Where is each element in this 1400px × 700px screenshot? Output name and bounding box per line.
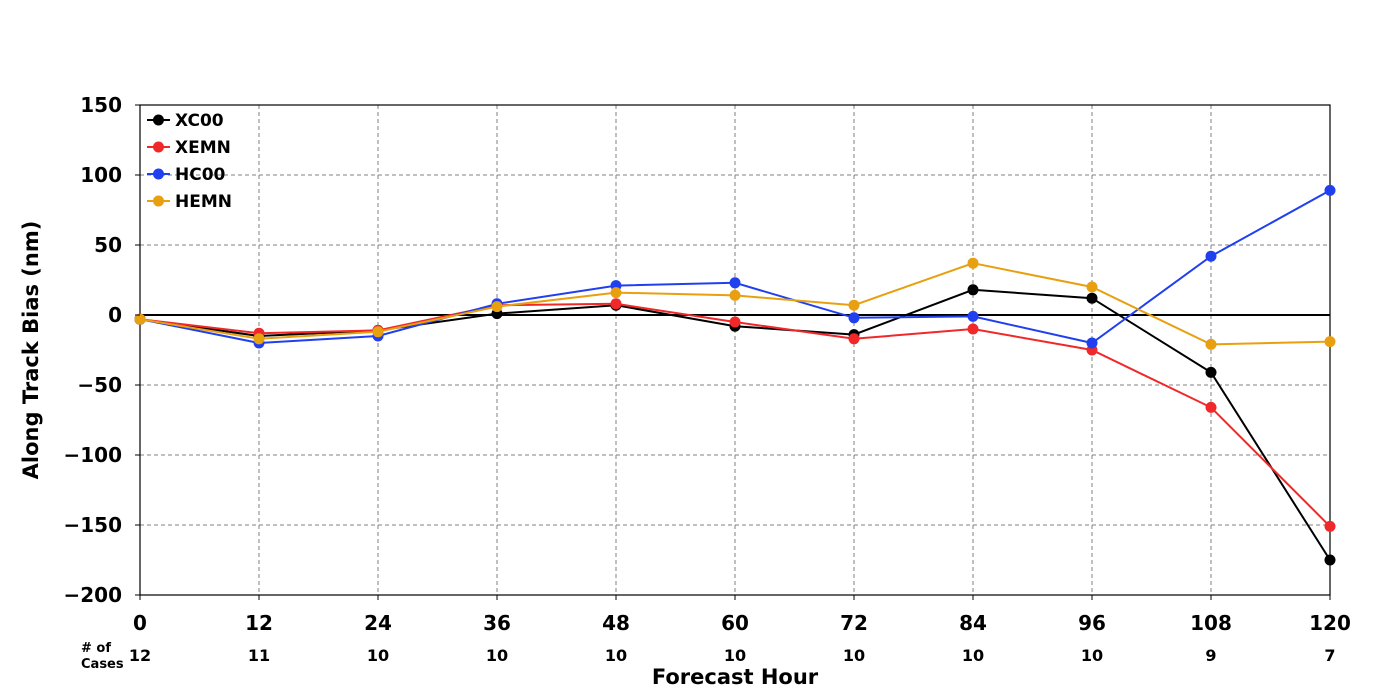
case-counts: 12 11 10 10 10 10 10 10 10 9 7: [129, 646, 1336, 665]
case-count: 10: [724, 646, 746, 665]
x-tick-label: 60: [721, 611, 749, 635]
cases-label-line1: # of: [81, 641, 111, 656]
legend-item-hemn: HEMN: [147, 192, 232, 212]
legend-marker: [153, 195, 164, 207]
data-point: [1205, 401, 1217, 413]
x-tick-label: 108: [1190, 611, 1232, 635]
legend-item-xemn: XEMN: [147, 138, 231, 158]
y-axis-title: Along Track Bias (nm): [19, 221, 43, 480]
x-axis-title: Forecast Hour: [652, 665, 819, 689]
data-point: [610, 298, 622, 310]
series-group: [134, 184, 1336, 566]
data-point: [1205, 338, 1217, 350]
x-tick-label: 72: [840, 611, 868, 635]
case-count: 10: [605, 646, 627, 665]
data-point: [1324, 184, 1336, 196]
data-point: [729, 289, 741, 301]
case-count: 10: [843, 646, 865, 665]
data-point: [1086, 337, 1098, 349]
x-tick-label: 96: [1078, 611, 1106, 635]
legend: XC00 XEMN HC00 HEMN: [147, 111, 232, 212]
x-tick-label: 48: [602, 611, 630, 635]
data-point: [848, 299, 860, 311]
case-count: 10: [1081, 646, 1103, 665]
x-axis-ticks: 0 12 24 36 48 60 72 84 96 108 120: [133, 595, 1351, 635]
data-point: [1086, 292, 1098, 304]
x-tick-label: 12: [245, 611, 273, 635]
data-point: [372, 326, 384, 338]
legend-item-hc00: HC00: [147, 165, 226, 185]
data-point: [1324, 520, 1336, 532]
x-tick-label: 36: [483, 611, 511, 635]
data-point: [729, 316, 741, 328]
y-axis-ticks: 150 100 50 0 −50 −100 −150 −200: [63, 93, 140, 607]
legend-label: XEMN: [175, 138, 231, 158]
y-tick-label: 150: [80, 93, 122, 117]
data-point: [967, 310, 979, 322]
x-tick-label: 84: [959, 611, 987, 635]
data-point: [848, 312, 860, 324]
legend-label: HC00: [175, 165, 226, 185]
legend-marker: [153, 168, 164, 180]
y-tick-label: −100: [63, 443, 122, 467]
data-point: [848, 333, 860, 345]
case-count: 10: [486, 646, 508, 665]
data-point: [729, 277, 741, 289]
data-point: [967, 323, 979, 335]
x-tick-label: 0: [133, 611, 147, 635]
y-tick-label: 100: [80, 163, 122, 187]
y-tick-label: −150: [63, 513, 122, 537]
case-count: 7: [1324, 646, 1335, 665]
case-count: 10: [962, 646, 984, 665]
data-point: [134, 313, 146, 325]
data-point: [1205, 366, 1217, 378]
data-point: [491, 301, 503, 313]
series-hc00: [134, 184, 1336, 349]
data-point: [253, 333, 265, 345]
series-hemn: [134, 257, 1336, 350]
case-count: 10: [367, 646, 389, 665]
data-point: [967, 284, 979, 296]
data-point: [610, 287, 622, 299]
y-tick-label: −50: [77, 373, 122, 397]
legend-item-xc00: XC00: [147, 111, 224, 131]
legend-label: HEMN: [175, 192, 232, 212]
data-point: [1324, 336, 1336, 348]
y-tick-label: 50: [94, 233, 122, 257]
y-tick-label: 0: [108, 303, 122, 327]
case-count: 11: [248, 646, 270, 665]
x-tick-label: 120: [1309, 611, 1351, 635]
case-count: 12: [129, 646, 151, 665]
legend-marker: [153, 141, 164, 153]
legend-marker: [153, 114, 164, 126]
y-tick-label: −200: [63, 583, 122, 607]
data-point: [1086, 281, 1098, 293]
grid-lines: [140, 105, 1330, 595]
data-point: [1205, 250, 1217, 262]
legend-label: XC00: [175, 111, 224, 131]
cases-label-line2: Cases: [81, 657, 124, 672]
data-point: [1324, 554, 1336, 566]
x-tick-label: 24: [364, 611, 392, 635]
data-point: [967, 257, 979, 269]
case-count: 9: [1205, 646, 1216, 665]
